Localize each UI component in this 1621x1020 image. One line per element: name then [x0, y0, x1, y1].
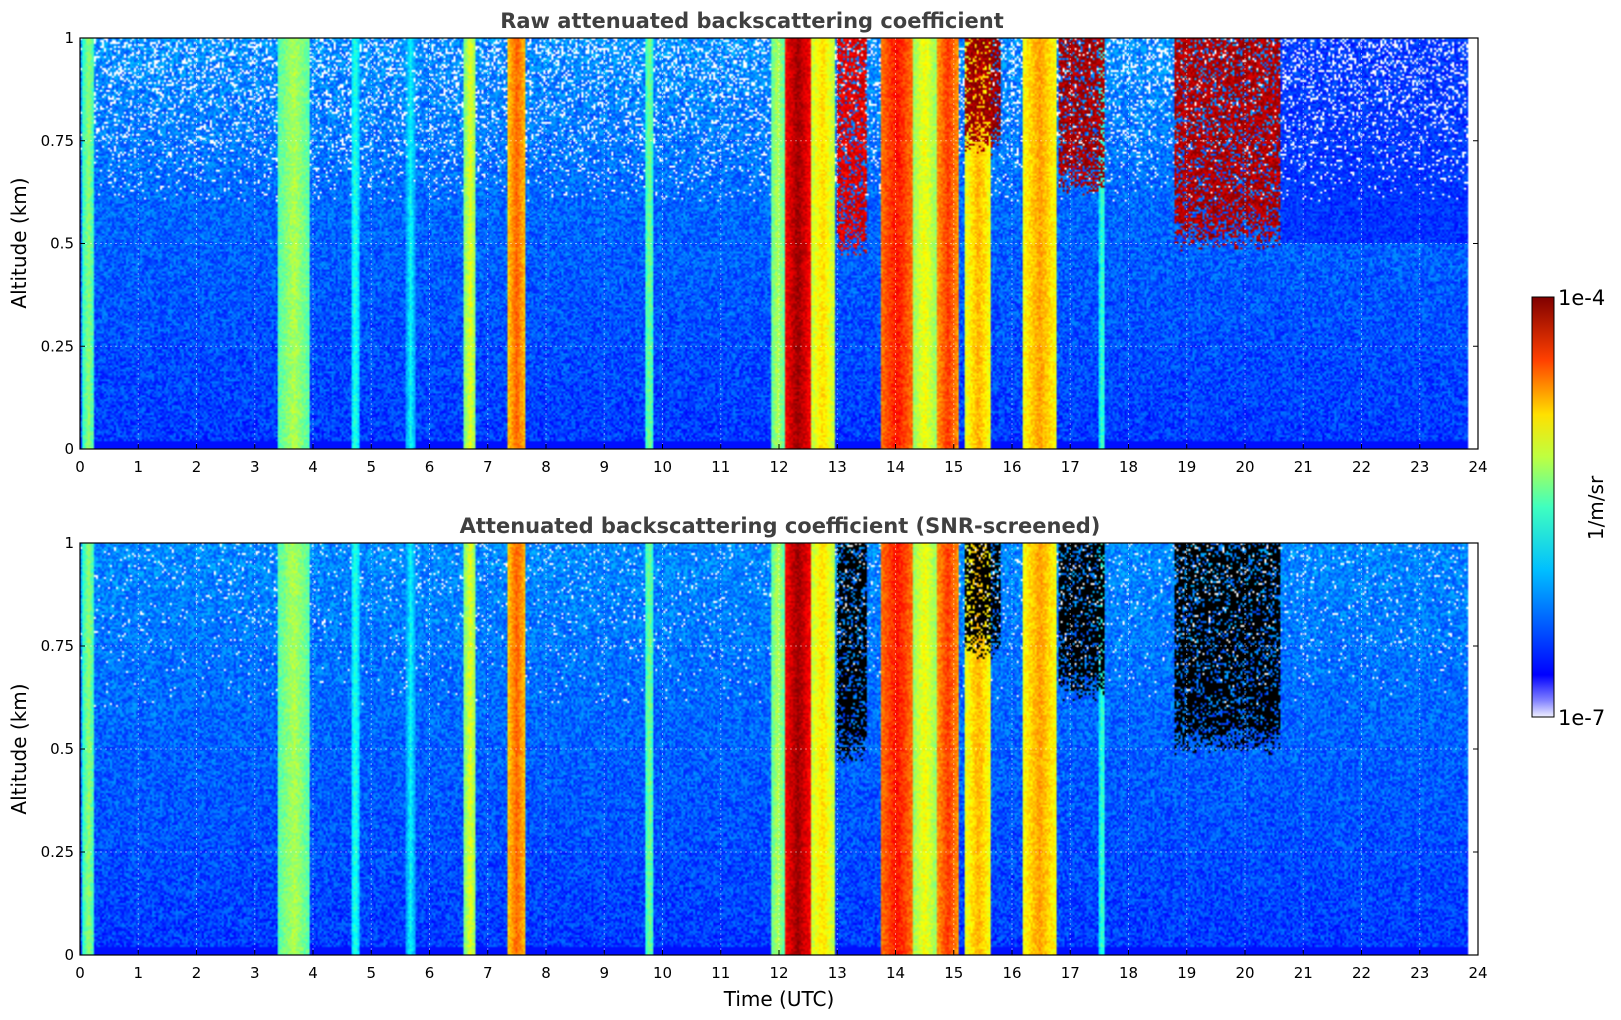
y-tick-label: 0.75 [41, 637, 74, 655]
x-tick-label: 9 [599, 964, 609, 982]
x-tick-label: 23 [1410, 964, 1429, 982]
x-tick-label: 2 [192, 964, 202, 982]
x-tick-label: 12 [769, 458, 788, 476]
x-tick-label: 21 [1294, 964, 1313, 982]
y-tick-label: 0 [64, 440, 74, 458]
x-tick-label: 23 [1410, 458, 1429, 476]
colorbar-gradient [1531, 296, 1555, 718]
x-tick-label: 19 [1177, 458, 1196, 476]
x-tick-label: 22 [1352, 964, 1371, 982]
x-tick-label: 15 [944, 458, 963, 476]
top-grid [80, 38, 1478, 449]
colorbar-min-label: 1e-7 [1558, 706, 1605, 730]
x-tick-label: 9 [599, 458, 609, 476]
top-heatmap-image [80, 38, 1478, 449]
x-tick-label: 18 [1119, 458, 1138, 476]
bottom-ylabel: Altitude (km) [7, 683, 31, 814]
x-tick-label: 20 [1235, 964, 1254, 982]
x-tick-label: 24 [1468, 964, 1487, 982]
x-tick-label: 8 [541, 964, 551, 982]
x-tick-label: 0 [75, 964, 85, 982]
x-tick-label: 7 [483, 964, 493, 982]
x-tick-label: 22 [1352, 458, 1371, 476]
x-tick-label: 5 [366, 964, 376, 982]
x-tick-label: 7 [483, 458, 493, 476]
x-tick-label: 17 [1061, 964, 1080, 982]
y-tick-label: 0.5 [50, 235, 74, 253]
x-tick-label: 19 [1177, 964, 1196, 982]
y-tick-label: 0 [64, 946, 74, 964]
top-panel: Raw attenuated backscattering coefficien… [7, 9, 1488, 476]
x-tick-label: 10 [653, 964, 672, 982]
y-tick-label: 1 [64, 29, 74, 47]
x-tick-label: 13 [828, 964, 847, 982]
x-tick-label: 4 [308, 458, 318, 476]
top-ticks: 0 1 2 3 4 5 6 7 8 9 10 11 12 13 14 15 16 17 18 19 20 21 22 23 24… [41, 29, 1488, 476]
top-ylabel: Altitude (km) [7, 177, 31, 308]
x-tick-label: 6 [425, 458, 435, 476]
colorbar-label: 1/m/sr [1584, 475, 1608, 540]
bottom-panel-title: Attenuated backscattering coefficient (S… [460, 514, 1101, 538]
x-tick-label: 5 [366, 458, 376, 476]
bottom-xlabel: Time (UTC) [723, 987, 835, 1011]
x-tick-label: 10 [653, 458, 672, 476]
x-tick-label: 16 [1002, 458, 1021, 476]
x-tick-label: 3 [250, 458, 260, 476]
x-tick-label: 21 [1294, 458, 1313, 476]
x-tick-label: 20 [1235, 458, 1254, 476]
x-tick-label: 1 [133, 458, 143, 476]
x-tick-label: 4 [308, 964, 318, 982]
x-tick-label: 13 [828, 458, 847, 476]
x-tick-label: 16 [1002, 964, 1021, 982]
x-tick-label: 3 [250, 964, 260, 982]
x-tick-label: 15 [944, 964, 963, 982]
bottom-heatmap-image [80, 543, 1478, 955]
x-tick-label: 24 [1468, 458, 1487, 476]
x-tick-label: 18 [1119, 964, 1138, 982]
x-tick-label: 1 [133, 964, 143, 982]
bottom-ticks: 0 1 2 3 4 5 6 7 8 9 10 11 12 13 14 15 16 17 18 19 20 21 22 23 24… [41, 534, 1488, 982]
x-tick-label: 2 [192, 458, 202, 476]
top-panel-title: Raw attenuated backscattering coefficien… [500, 9, 1004, 33]
x-tick-label: 12 [769, 964, 788, 982]
colorbar: 1e-4 1e-7 1/m/sr [1531, 286, 1608, 730]
bottom-grid [80, 543, 1478, 955]
y-tick-label: 1 [64, 534, 74, 552]
y-tick-label: 0.5 [50, 740, 74, 758]
bottom-panel: Attenuated backscattering coefficient (S… [7, 514, 1488, 1011]
x-tick-label: 8 [541, 458, 551, 476]
x-tick-label: 11 [711, 458, 730, 476]
x-tick-label: 0 [75, 458, 85, 476]
x-tick-label: 14 [886, 964, 905, 982]
y-tick-label: 0.75 [41, 132, 74, 150]
x-tick-label: 14 [886, 458, 905, 476]
y-tick-label: 0.25 [41, 337, 74, 355]
y-tick-label: 0.25 [41, 843, 74, 861]
x-tick-label: 6 [425, 964, 435, 982]
x-tick-label: 17 [1061, 458, 1080, 476]
colorbar-max-label: 1e-4 [1558, 286, 1605, 310]
x-tick-label: 11 [711, 964, 730, 982]
